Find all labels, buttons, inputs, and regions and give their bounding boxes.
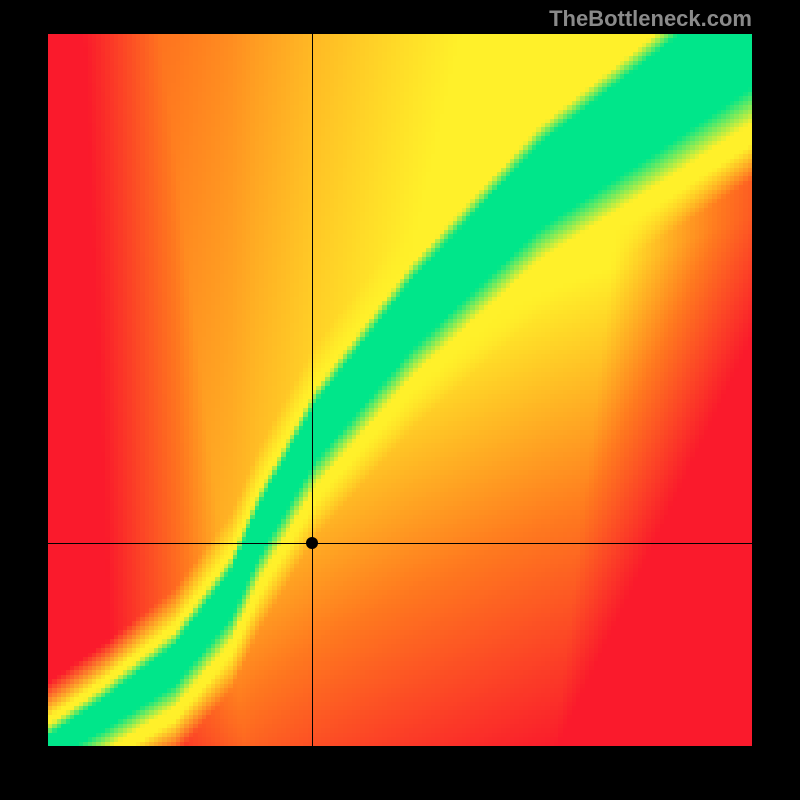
crosshair-horizontal (48, 543, 752, 544)
watermark-text: TheBottleneck.com (549, 6, 752, 32)
heatmap-canvas (48, 34, 752, 746)
plot-area (48, 34, 752, 746)
crosshair-vertical (312, 34, 313, 746)
crosshair-marker (306, 537, 318, 549)
